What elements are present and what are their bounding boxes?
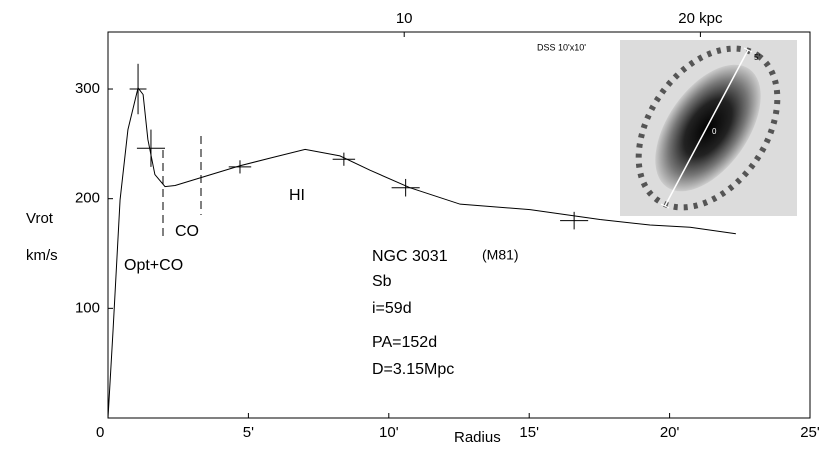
x-tick-label: 25' <box>800 424 820 441</box>
annotation: NGC 3031 <box>372 248 448 265</box>
annotation: CO <box>175 223 199 240</box>
annotation: D=3.15Mpc <box>372 361 454 378</box>
inset-image: DSS 10'x10' 5' 0 <box>537 40 797 216</box>
x-tick-label: 0 <box>96 424 104 441</box>
annotation: (M81) <box>482 247 519 263</box>
annotation: PA=152d <box>372 334 437 351</box>
y-tick-label: 200 <box>75 190 100 207</box>
inset-title: DSS 10'x10' <box>537 42 586 52</box>
plot-frame <box>107 31 811 419</box>
x2-tick-label: 20 kpc <box>678 10 723 27</box>
slit-end <box>743 47 753 53</box>
y-tick-label: 300 <box>75 80 100 97</box>
x-tick-label: 5' <box>243 424 254 441</box>
inset-center-label: 0 <box>712 127 717 136</box>
x-tick-label: 10' <box>379 424 399 441</box>
annotation: HI <box>289 187 305 204</box>
annotation: Sb <box>372 273 392 290</box>
y-tick-label: 100 <box>75 299 100 316</box>
y-axis-label: Vrot <box>26 210 54 227</box>
inset-scale-label: 5' <box>754 53 760 62</box>
x-axis-label: Radius <box>454 429 501 446</box>
slit-line <box>664 49 749 207</box>
y-axis-label: km/s <box>26 247 58 264</box>
spiral-arm <box>635 45 781 211</box>
x2-tick-label: 10 <box>396 10 413 27</box>
galaxy <box>655 64 761 192</box>
x-tick-label: 20' <box>660 424 680 441</box>
annotation: Opt+CO <box>124 257 183 274</box>
annotation: i=59d <box>372 300 412 317</box>
slit-end <box>660 203 670 209</box>
x-tick-label: 15' <box>519 424 539 441</box>
